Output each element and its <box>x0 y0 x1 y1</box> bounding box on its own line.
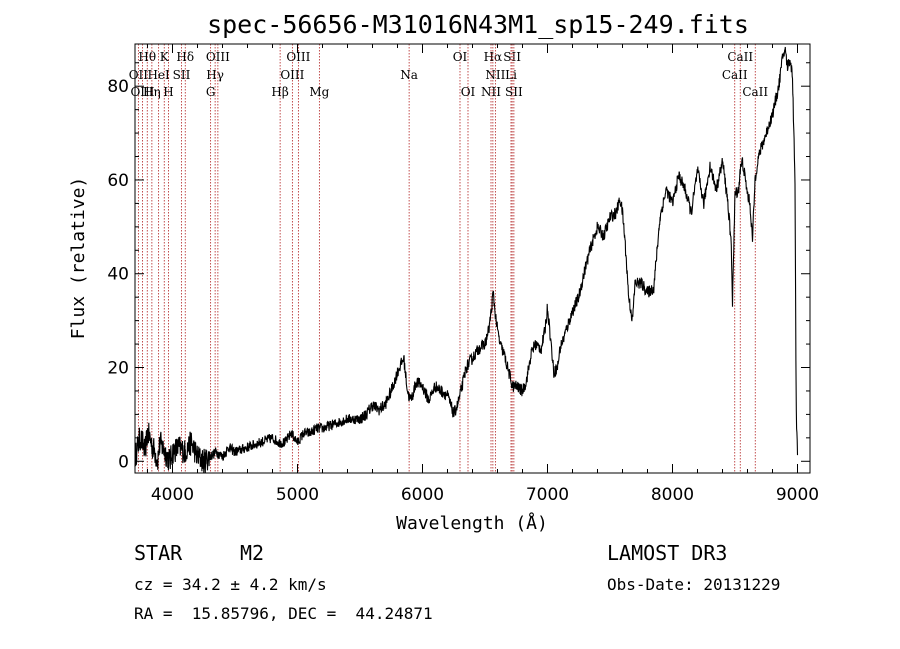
object-class: STAR <box>134 541 183 565</box>
coordinates: RA = 15.85796, DEC = 44.24871 <box>134 604 433 623</box>
emission-line-label: Hη <box>143 85 161 99</box>
emission-line-label: CaII <box>727 50 753 64</box>
emission-line-label: OIII <box>206 50 230 64</box>
emission-line-label: OIII <box>130 85 154 99</box>
emission-line-label: Hγ <box>206 68 224 82</box>
y-tick-label: 60 <box>107 171 129 191</box>
x-tick-label: 4000 <box>151 485 194 505</box>
emission-line-label: NII <box>485 68 505 82</box>
y-tick-label: 0 <box>118 452 129 472</box>
emission-line-label: G <box>206 85 216 99</box>
y-axis-label: Flux (relative) <box>68 177 89 340</box>
y-tick-label: 80 <box>107 77 129 97</box>
emission-line-label: Hθ <box>138 50 156 64</box>
y-tick-label: 20 <box>107 359 129 379</box>
plot-frame <box>134 43 811 474</box>
emission-line-label: OII <box>129 68 149 82</box>
emission-line-label: SII <box>505 85 523 99</box>
emission-line-label: K <box>160 50 170 64</box>
emission-line-label: Hβ <box>271 85 288 99</box>
emission-line-label: OI <box>453 50 468 64</box>
x-axis-label: Wavelength (Å) <box>396 512 548 534</box>
x-tick-label: 7000 <box>526 485 569 505</box>
x-tick-label: 8000 <box>651 485 694 505</box>
redshift-info: cz = 34.2 ± 4.2 km/s <box>134 575 327 594</box>
survey-label: LAMOST DR3 <box>607 541 728 565</box>
emission-line-label: Li <box>505 68 517 82</box>
x-tick-label: 5000 <box>276 485 319 505</box>
emission-line-label: OIII <box>280 68 304 82</box>
y-tick-label: 40 <box>107 265 129 285</box>
object-subclass: M2 <box>240 541 265 565</box>
x-tick-label: 6000 <box>401 485 444 505</box>
emission-line-label: SII <box>173 68 191 82</box>
emission-line-label: NII <box>481 85 501 99</box>
chart-title: spec-56656-M31016N43M1_sp15-249.fits <box>207 10 749 39</box>
emission-line-label: Mg <box>309 85 329 99</box>
emission-line-label: SII <box>503 50 521 64</box>
x-tick-label: 9000 <box>776 485 819 505</box>
emission-line-label: HeI <box>147 68 170 82</box>
axis-ticks: 4000 5000 6000 7000 8000 9000 0 20 40 60 80 <box>107 44 819 505</box>
obs-date: Obs-Date: 20131229 <box>607 575 781 594</box>
emission-line-label: OI <box>461 85 476 99</box>
emission-line-label: CaII <box>742 85 768 99</box>
emission-line-label: H <box>163 85 173 99</box>
spectrum-line <box>134 46 799 473</box>
emission-line-label: CaII <box>722 68 748 82</box>
emission-line-label: Hα <box>484 50 503 64</box>
emission-line-label: Na <box>400 68 418 82</box>
emission-line-label: OIII <box>286 50 310 64</box>
emission-line-label: Hδ <box>176 50 194 64</box>
